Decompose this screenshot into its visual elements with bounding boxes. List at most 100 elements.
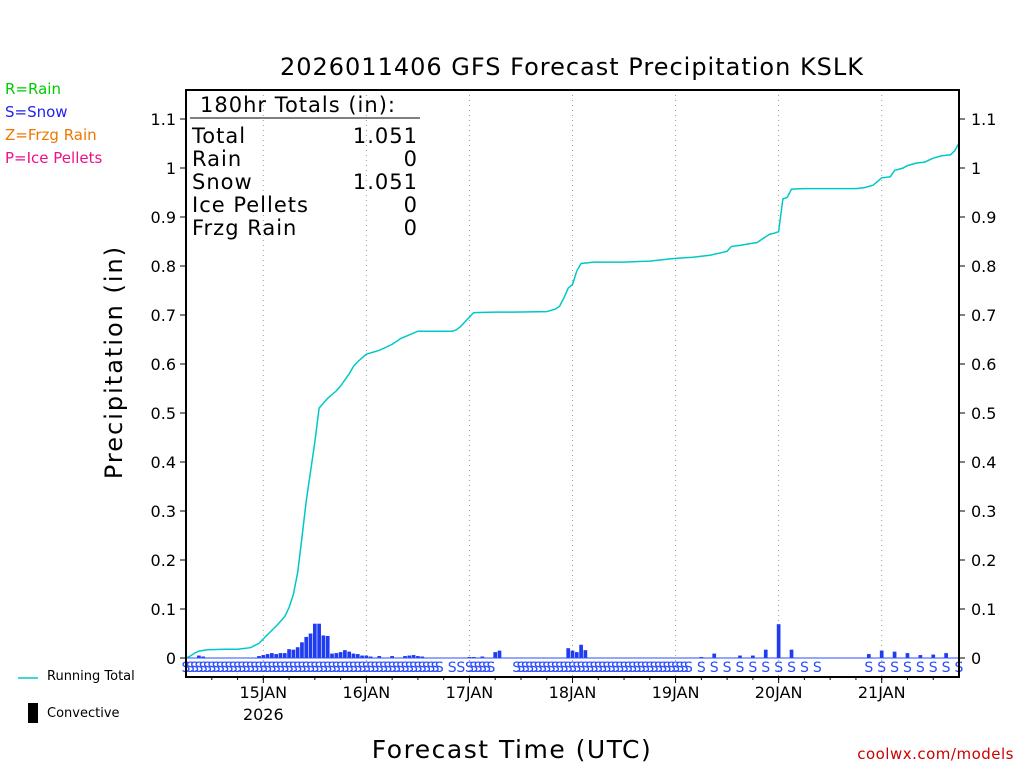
x-tick-label: 20JAN: [755, 683, 803, 702]
snow-type-marker: S: [401, 660, 410, 676]
snow-type-marker: S: [529, 660, 538, 676]
totals-row-label: Snow: [192, 170, 253, 194]
snow-type-marker: S: [340, 660, 349, 676]
snow-type-marker: S: [405, 660, 414, 676]
snow-bar: [420, 656, 425, 658]
legend-freezing-rain: Z=Frzg Rain: [5, 126, 97, 144]
snow-type-marker: S: [813, 660, 822, 676]
snow-type-marker: S: [259, 660, 268, 676]
totals-row-label: Rain: [192, 147, 242, 171]
snow-bar: [355, 654, 360, 658]
snow-bar: [776, 624, 781, 658]
snow-type-marker: S: [336, 660, 345, 676]
snow-bar: [712, 653, 717, 658]
snow-type-marker: S: [482, 660, 491, 676]
snow-type-marker: S: [632, 660, 641, 676]
snow-type-marker: S: [396, 660, 405, 676]
snow-bar: [201, 656, 206, 658]
snow-type-marker: S: [474, 660, 483, 676]
snow-type-marker: S: [220, 660, 229, 676]
snow-type-marker: S: [568, 660, 577, 676]
snow-bar: [579, 644, 583, 658]
snow-type-marker: S: [551, 660, 560, 676]
snow-type-marker: S: [663, 660, 672, 676]
snow-type-marker: S: [246, 660, 255, 676]
snow-type-marker: S: [392, 660, 401, 676]
snow-type-marker: S: [942, 660, 951, 676]
snow-type-marker: S: [628, 660, 637, 676]
snow-bar: [407, 655, 412, 658]
legend-snow: S=Snow: [5, 103, 68, 121]
snow-bar: [566, 648, 571, 658]
snow-type-marker: S: [654, 660, 663, 676]
snow-type-marker: S: [465, 660, 474, 676]
snow-type-marker: S: [864, 660, 873, 676]
snow-type-marker: S: [671, 660, 680, 676]
snow-bar: [317, 623, 321, 658]
snow-type-marker: S: [602, 660, 611, 676]
x-tick-label: 15JAN: [239, 683, 287, 702]
snow-bar: [497, 650, 502, 658]
snow-bar: [738, 655, 742, 658]
snow-type-marker: S: [375, 660, 384, 676]
snow-type-marker: S: [577, 660, 586, 676]
y-tick-label-right: 0.4: [971, 453, 996, 472]
snow-type-marker: S: [684, 660, 693, 676]
legend-rain: R=Rain: [5, 80, 61, 98]
snow-type-marker: S: [650, 660, 659, 676]
snow-type-marker: S: [190, 660, 199, 676]
snow-type-marker: S: [332, 660, 341, 676]
snow-type-marker: S: [207, 660, 216, 676]
convective-legend-label: Convective: [47, 706, 120, 721]
totals-row-value: 1.051: [353, 170, 418, 194]
snow-type-marker: S: [478, 660, 487, 676]
snow-bar: [368, 656, 373, 658]
snow-bar: [480, 656, 485, 658]
running-total-legend-label: Running Total: [47, 669, 135, 684]
y-tick-label-left: 1: [166, 159, 176, 178]
snow-type-marker: S: [310, 660, 319, 676]
snow-bar: [866, 654, 871, 658]
snow-type-marker: S: [250, 660, 259, 676]
legend-ice-pellets: P=Ice Pellets: [5, 149, 103, 167]
snow-type-marker: S: [298, 660, 307, 676]
snow-type-marker: S: [710, 660, 719, 676]
snow-type-marker: S: [624, 660, 633, 676]
credit-link[interactable]: coolwx.com/models: [857, 745, 1014, 763]
snow-bar: [321, 635, 326, 658]
snow-type-marker: S: [194, 660, 203, 676]
snow-type-marker: S: [559, 660, 568, 676]
snow-type-marker: S: [620, 660, 629, 676]
snow-type-marker: S: [585, 660, 594, 676]
snow-type-marker: S: [293, 660, 302, 676]
y-tick-label-right: 1.1: [971, 110, 996, 129]
precip-type-markers: SSSSSSSSSSSSSSSSSSSSSSSSSSSSSSSSSSSSSSSS…: [182, 660, 964, 676]
snow-bar: [905, 653, 910, 658]
snow-bar: [282, 653, 287, 658]
snow-type-marker: S: [345, 660, 354, 676]
snow-type-marker: S: [572, 660, 581, 676]
x-tick-label: 19JAN: [652, 683, 700, 702]
y-tick-label-right: 1: [971, 159, 981, 178]
snow-bar: [308, 633, 313, 658]
snow-type-marker: S: [538, 660, 547, 676]
snow-bar: [360, 655, 364, 658]
snow-bar: [325, 635, 330, 658]
snow-type-marker: S: [212, 660, 221, 676]
snow-type-marker: S: [637, 660, 646, 676]
snow-type-marker: S: [186, 660, 195, 676]
snow-type-marker: S: [787, 660, 796, 676]
snow-type-marker: S: [590, 660, 599, 676]
snow-type-marker: S: [903, 660, 912, 676]
snow-type-marker: S: [237, 660, 246, 676]
snow-bar: [300, 642, 304, 658]
totals-row-label: Ice Pellets: [192, 193, 309, 217]
y-tick-label-right: 0.1: [971, 600, 996, 619]
snow-type-marker: S: [353, 660, 362, 676]
snow-bar: [493, 652, 498, 658]
snow-type-marker: S: [379, 660, 388, 676]
totals-row-value: 0: [404, 216, 418, 240]
snow-type-marker: S: [594, 660, 603, 676]
snow-type-marker: S: [409, 660, 418, 676]
y-tick-label-right: 0.2: [971, 551, 996, 570]
